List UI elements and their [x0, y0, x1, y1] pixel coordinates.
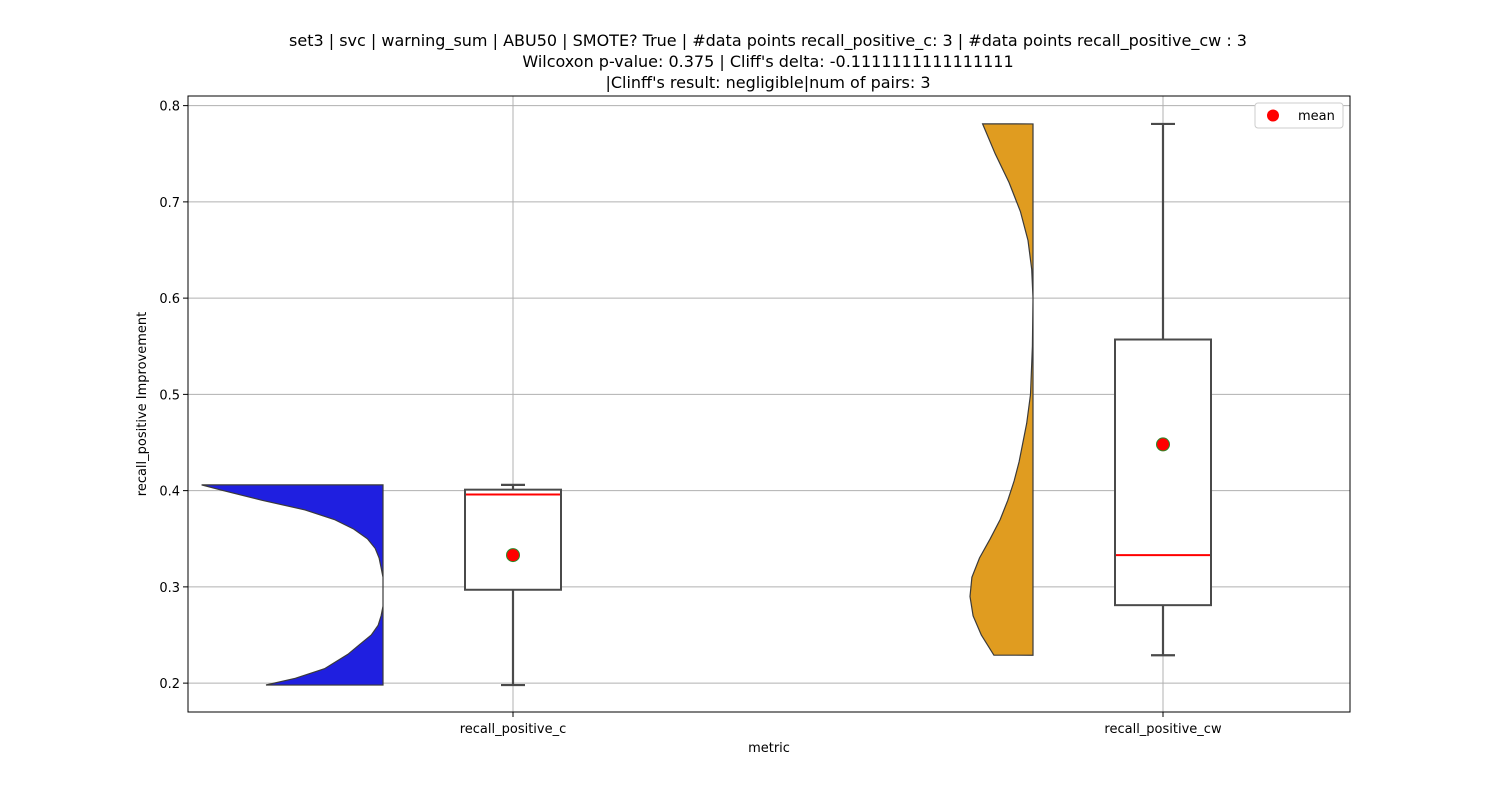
- title-line-2: Wilcoxon p-value: 0.375 | Cliff's delta:…: [522, 52, 1013, 71]
- chart-title: set3 | svc | warning_sum | ABU50 | SMOTE…: [289, 31, 1247, 92]
- y-tick-label: 0.7: [159, 196, 180, 211]
- box-recall_positive_c: [464, 488, 562, 591]
- x-tick-label: recall_positive_c: [460, 722, 567, 737]
- y-axis-ticks: 0.2 0.3 0.4 0.5 0.6 0.7 0.8: [159, 100, 188, 692]
- legend-box: [1254, 102, 1344, 129]
- legend: mean: [1254, 102, 1344, 129]
- y-tick-label: 0.4: [159, 485, 180, 500]
- legend-mean-label: mean: [1298, 109, 1335, 124]
- title-line-3: |Clinff's result: negligible|num of pair…: [605, 73, 930, 92]
- violin-recall_positive_c: [201, 484, 384, 686]
- x-axis-ticks: recall_positive_c recall_positive_cw: [460, 712, 1222, 737]
- x-tick-label: recall_positive_cw: [1104, 722, 1222, 737]
- y-tick-label: 0.2: [159, 677, 180, 692]
- legend-mean-marker: [1267, 109, 1279, 122]
- mean-marker: [506, 548, 520, 563]
- y-tick-label: 0.3: [159, 581, 180, 596]
- y-tick-label: 0.6: [159, 292, 180, 307]
- plot-area-frame: [187, 95, 1351, 713]
- boxplots: [464, 122, 1212, 687]
- violins: [201, 123, 1034, 686]
- mean-marker: [1156, 437, 1170, 452]
- violin-recall_positive_cw: [969, 123, 1034, 656]
- y-axis-label: recall_positive Improvement: [135, 312, 150, 496]
- y-tick-label: 0.5: [159, 388, 180, 403]
- y-tick-label: 0.8: [159, 100, 180, 115]
- title-line-1: set3 | svc | warning_sum | ABU50 | SMOTE…: [289, 31, 1247, 51]
- x-axis-label: metric: [748, 741, 790, 756]
- box-recall_positive_cw: [1114, 338, 1212, 607]
